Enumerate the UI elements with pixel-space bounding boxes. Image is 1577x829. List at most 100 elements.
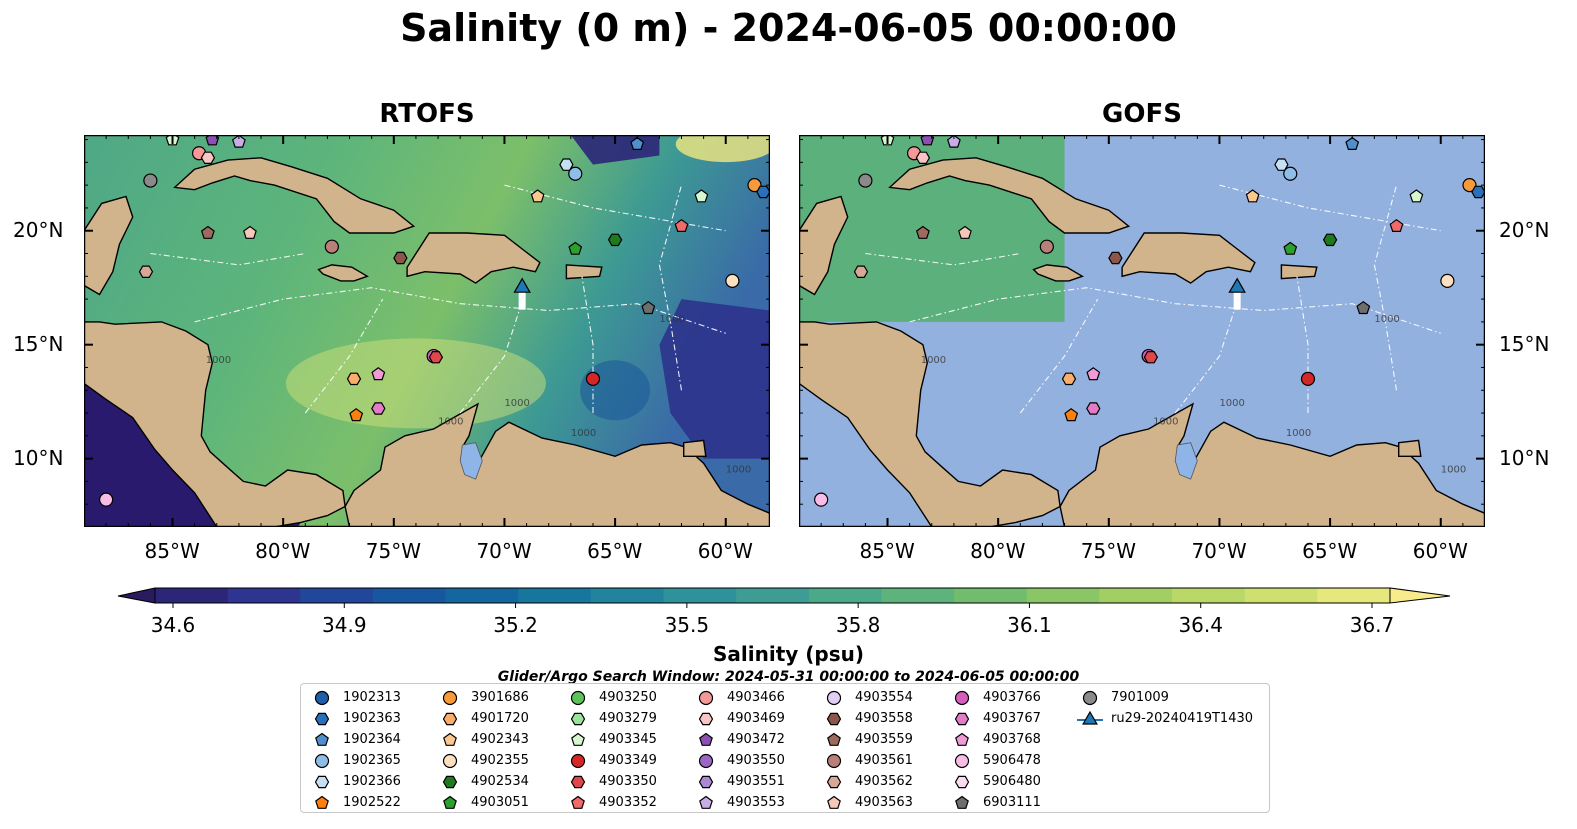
- legend-marker-icon: [314, 690, 330, 705]
- bathymetry-label: 1000: [1286, 428, 1311, 439]
- legend-item: 1902522: [309, 792, 401, 813]
- bathymetry-label: 1000: [206, 355, 231, 366]
- land-yucatan: [798, 195, 849, 296]
- float-marker-4903469: [915, 151, 931, 164]
- rtofs-map[interactable]: 1000 1000 1000 1000 1000 1000: [83, 124, 776, 530]
- float-marker-1902522: [349, 408, 364, 422]
- float-marker-5906478: [99, 492, 114, 507]
- legend-item: 4903768: [949, 729, 1041, 750]
- glider-track: [518, 291, 526, 310]
- legend-label: 1902522: [343, 795, 401, 810]
- float-marker-4903352: [1389, 218, 1404, 233]
- legend-item: 1902364: [309, 729, 401, 750]
- x-tick-label: 70°W: [476, 539, 532, 563]
- colorbar-bin: [808, 588, 882, 603]
- float-marker-1902364: [630, 136, 645, 150]
- legend-marker-icon: [955, 732, 969, 746]
- colorbar-tick-label: 35.5: [665, 613, 710, 637]
- legend-marker-icon: [826, 775, 842, 788]
- bathymetry-label: 1000: [571, 428, 596, 439]
- rtofs-map-svg: 1000 1000 1000 1000 1000 1000: [83, 124, 776, 530]
- legend-item: 4903767: [949, 708, 1041, 729]
- float-marker-4903562: [853, 265, 869, 278]
- float-marker-4903768: [371, 367, 386, 381]
- legend-glider-icon: [1082, 710, 1098, 725]
- colorbar-bin: [736, 588, 810, 603]
- legend-label: 4903349: [599, 753, 657, 768]
- legend-item: 4901720: [437, 708, 529, 729]
- panel-title-rtofs: RTOFS: [379, 99, 475, 129]
- legend-item: 4902534: [437, 771, 529, 792]
- colorbar-tick-label: 34.9: [322, 613, 367, 637]
- legend-item: 4903551: [693, 771, 785, 792]
- legend-marker-icon: [954, 753, 970, 768]
- legend-item: 4903766: [949, 687, 1041, 708]
- legend-marker-icon: [442, 690, 458, 705]
- search-window-text: Glider/Argo Search Window: 2024-05-31 00…: [497, 669, 1080, 685]
- legend-marker-icon: [698, 690, 714, 705]
- colorbar-tick-label: 35.2: [493, 613, 538, 637]
- legend-label: 4903350: [599, 774, 657, 789]
- legend-marker-icon: [955, 795, 969, 809]
- legend: 1902313 1902363 1902364 1902365 1902366 19025…: [300, 683, 1270, 813]
- colorbar-bin: [518, 588, 592, 603]
- float-marker-4903558: [1108, 251, 1123, 265]
- float-marker-4903768: [1086, 367, 1101, 381]
- float-marker-4903345: [694, 189, 709, 203]
- legend-item: 1902313: [309, 687, 401, 708]
- float-marker-4903563: [958, 225, 972, 239]
- colorbar-bin: [954, 588, 1028, 603]
- legend-item: 4902343: [437, 729, 529, 750]
- colorbar-bin: [1244, 588, 1318, 603]
- float-marker-4903350: [1143, 351, 1159, 364]
- legend-marker-icon: [698, 753, 714, 768]
- legend-item: 4903051: [437, 792, 529, 813]
- float-marker-4903051: [568, 241, 583, 255]
- float-marker-4903350: [428, 351, 444, 364]
- legend-marker-icon: [315, 732, 329, 746]
- float-marker-4903349: [1300, 371, 1316, 386]
- legend-item: 4903345: [565, 729, 657, 750]
- x-tick-label: 75°W: [1080, 539, 1137, 563]
- legend-marker-icon: [954, 690, 970, 705]
- gofs-map[interactable]: 1000 1000 1000 1000 1000 1000: [798, 124, 1486, 528]
- legend-marker-icon: [442, 775, 458, 788]
- legend-label: 7901009: [1111, 690, 1169, 705]
- float-marker-4903345: [1409, 189, 1424, 203]
- legend-label: 4903469: [727, 711, 785, 726]
- bathymetry-label: 1000: [726, 464, 751, 475]
- colorbar-bin: [590, 588, 665, 603]
- gofs-map-svg: 1000 1000 1000 1000 1000 1000: [798, 124, 1486, 528]
- float-marker-6903111: [1356, 300, 1371, 315]
- land-cuba: [888, 157, 1131, 234]
- colorbar-label: Salinity (psu): [712, 642, 864, 666]
- x-tick-label: 75°W: [365, 539, 422, 563]
- legend-label: 4903561: [855, 753, 913, 768]
- legend-label: 4903250: [599, 690, 657, 705]
- y-tick-label-right: 10°N: [1499, 445, 1550, 470]
- legend-label: 5906480: [983, 774, 1041, 789]
- legend-label: 4903466: [727, 690, 785, 705]
- legend-item: 4903349: [565, 750, 657, 771]
- legend-marker-icon: [698, 712, 714, 725]
- land-puerto: [1280, 264, 1318, 280]
- float-marker-4903349: [585, 371, 601, 386]
- colorbar-bin: [1172, 588, 1246, 603]
- float-marker-1902365: [1283, 166, 1298, 181]
- legend-label: 4902343: [471, 732, 529, 747]
- legend-label: 6903111: [983, 795, 1041, 810]
- legend-marker-icon: [570, 753, 586, 768]
- legend-label: 4903551: [727, 774, 785, 789]
- colorbar-bin: [155, 588, 229, 603]
- float-marker-7901009: [143, 173, 158, 188]
- colorbar-bin: [372, 588, 447, 603]
- legend-label: 3901686: [471, 690, 529, 705]
- legend-item: 4903472: [693, 729, 785, 750]
- legend-marker-icon: [826, 753, 842, 768]
- legend-label: 4903768: [983, 732, 1041, 747]
- float-marker-4903561: [1039, 239, 1054, 254]
- float-marker-5906478: [814, 492, 829, 507]
- bathymetry-label: 1000: [438, 416, 463, 427]
- float-marker-4903562: [138, 265, 154, 278]
- colorbar: 34.6 34.9 35.2 35.5 35.8 36.1 36.4 36.7: [117, 587, 1451, 637]
